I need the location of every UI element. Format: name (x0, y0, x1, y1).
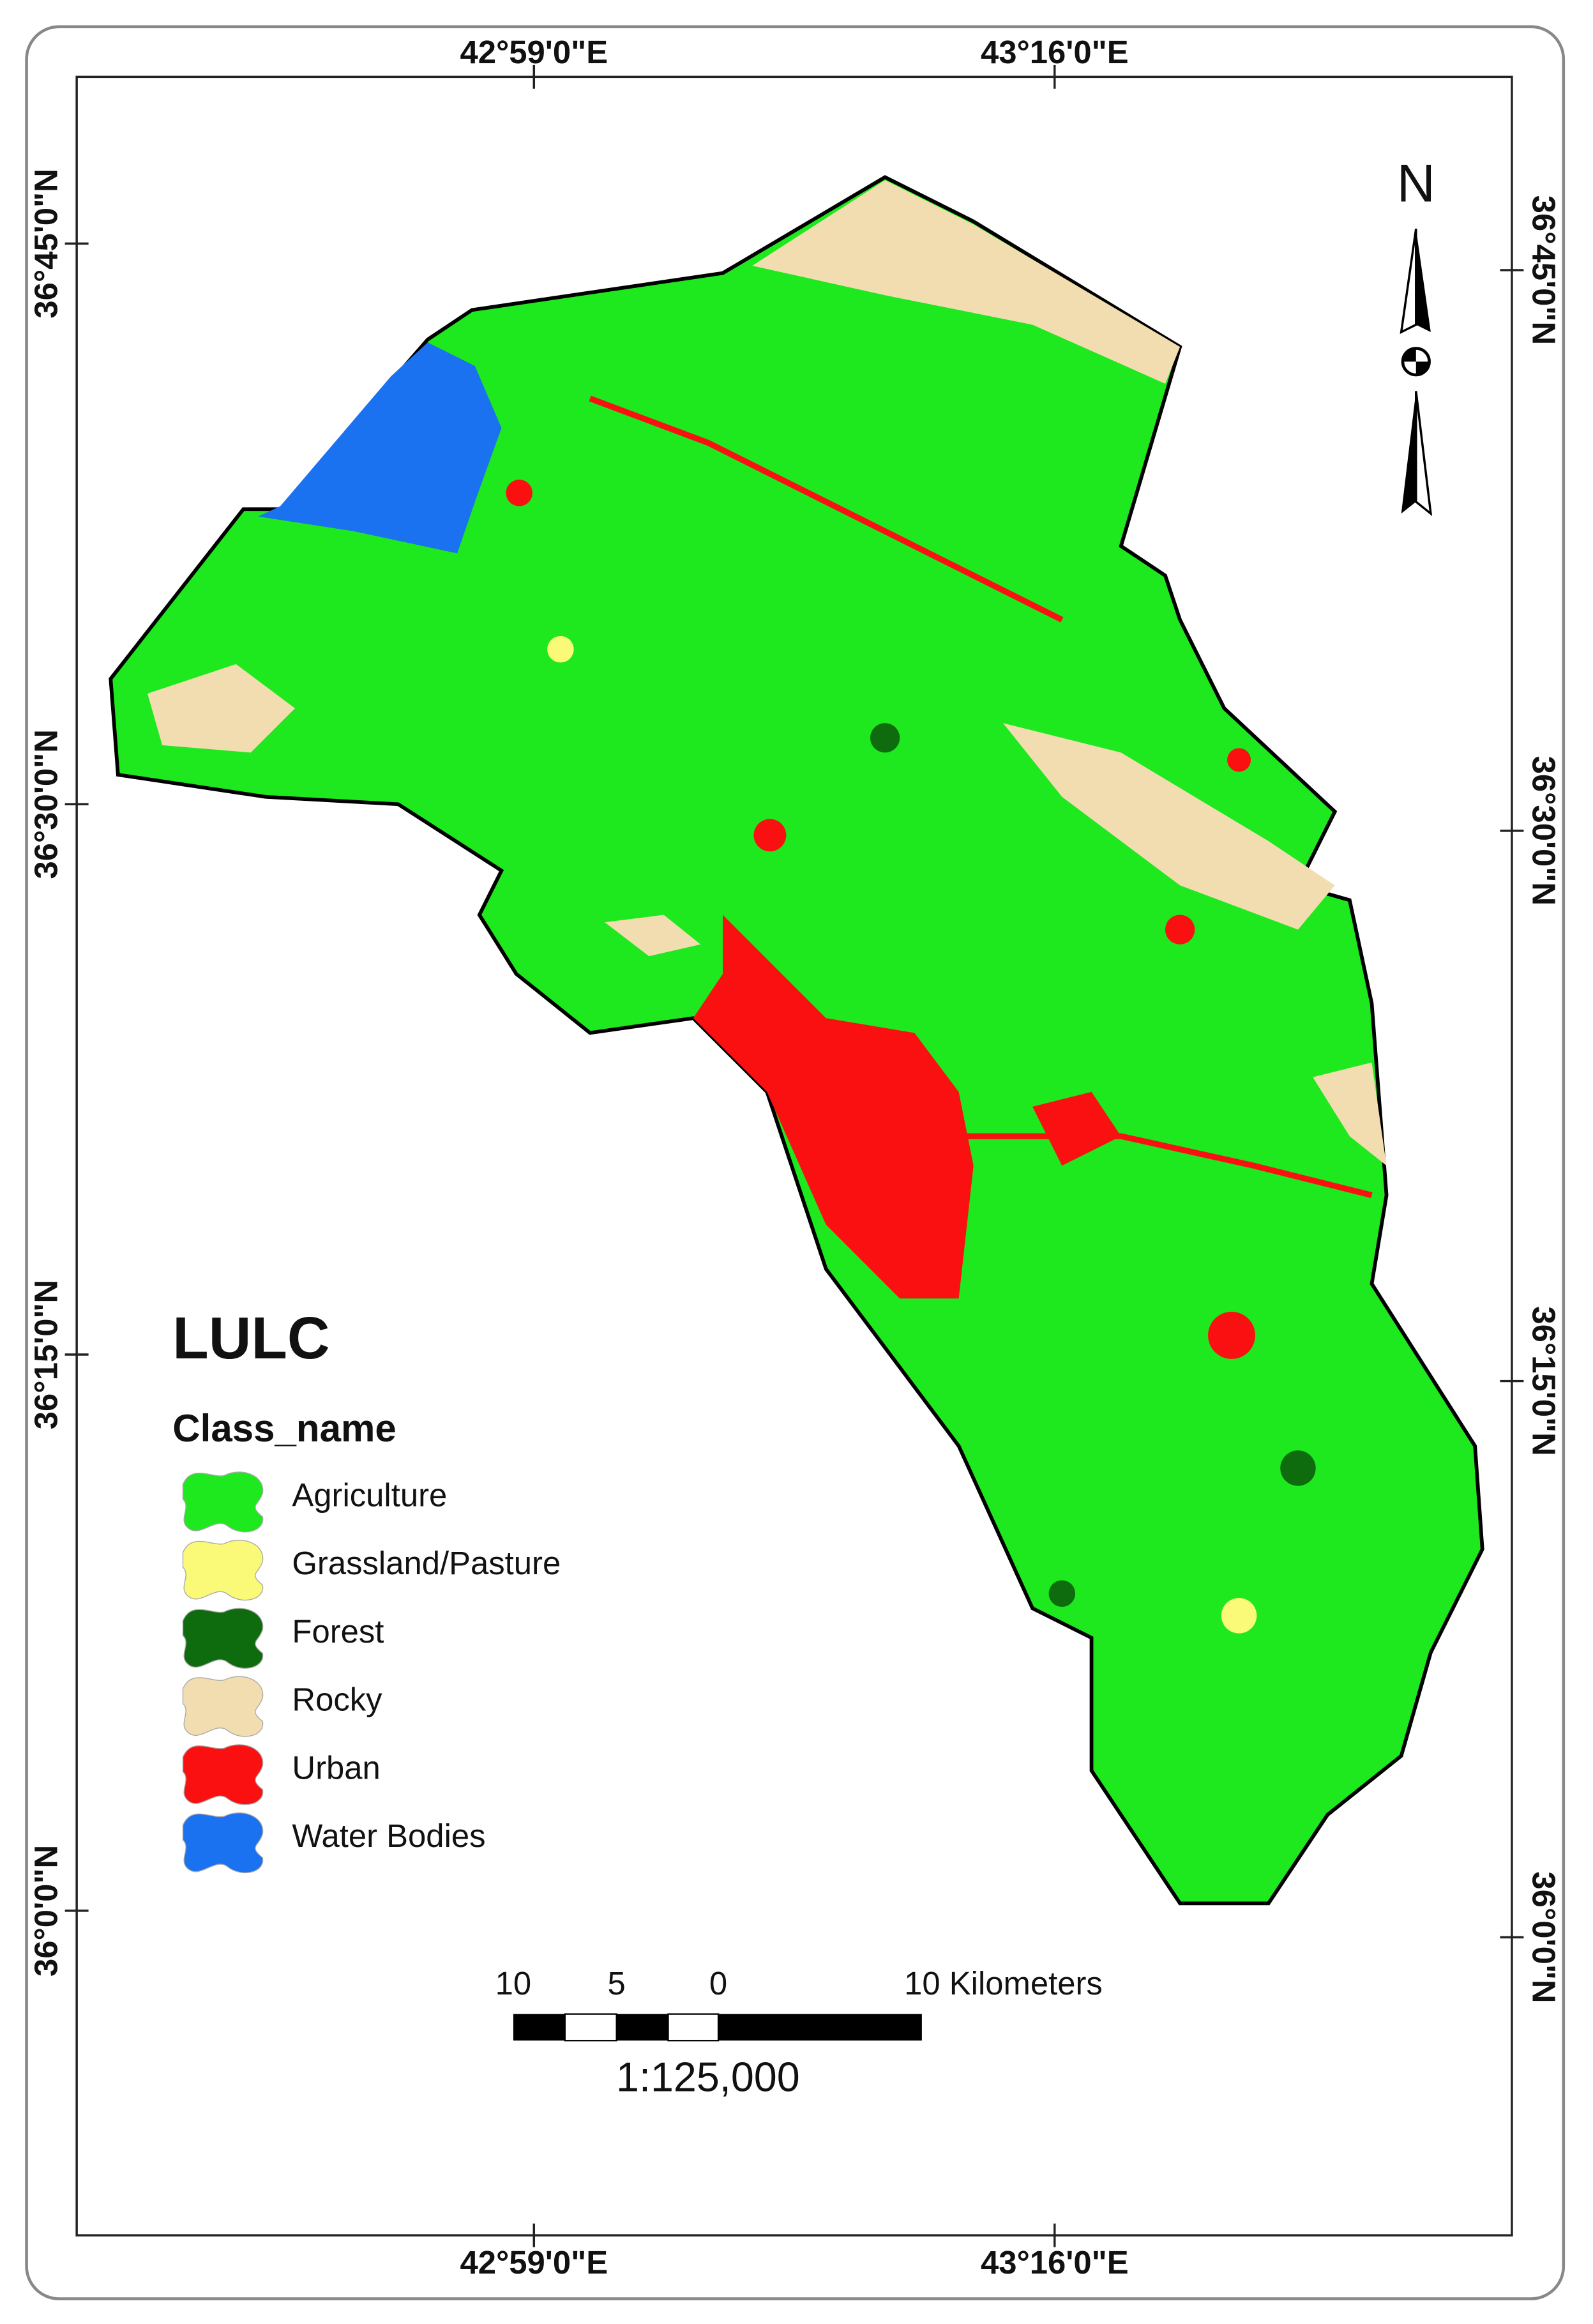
legend-swatch (182, 1744, 264, 1805)
lon-label: 42°59'0"E (460, 2244, 608, 2281)
lat-label: 36°30'0"N (1526, 756, 1562, 906)
rocky-patch (147, 664, 296, 753)
lat-label: 36°45'0"N (1526, 195, 1562, 346)
lat-label: 36°0'0"N (28, 1845, 64, 1977)
urban-patch (1032, 1091, 1121, 1166)
scale-ratio: 1:125,000 (616, 2054, 800, 2100)
scale-label: 10 (495, 1965, 532, 2001)
legend-swatch (182, 1540, 264, 1601)
urban-patch (693, 915, 974, 1299)
legend: LULC Class_name Agriculture Grassland/Pas… (172, 1305, 561, 1874)
lat-label: 36°45'0"N (28, 169, 64, 319)
legend-label: Agriculture (292, 1477, 447, 1513)
legend-title: LULC (172, 1305, 329, 1371)
legend-swatch (182, 1676, 264, 1737)
water-patch (258, 342, 502, 554)
legend-swatch (182, 1607, 264, 1669)
rocky-patch (752, 180, 1181, 384)
scale-segment (667, 2013, 720, 2042)
legend-swatch (182, 1471, 264, 1533)
grassland-patch (1221, 1598, 1257, 1634)
rocky-patch (605, 915, 701, 957)
legend-label: Grassland/Pasture (292, 1545, 561, 1581)
lon-label: 43°16'0"E (981, 2244, 1129, 2281)
scale-bar: 10 5 0 10 Kilometers 1:125,000 (495, 1965, 1103, 2100)
rocky-patch (1002, 723, 1335, 930)
scale-segment (564, 2013, 617, 2042)
urban-strip (589, 395, 1064, 623)
arrow-part (1402, 348, 1430, 376)
legend-subtitle: Class_name (172, 1407, 396, 1450)
lat-label: 36°30'0"N (28, 729, 64, 879)
urban-patch (1165, 915, 1195, 945)
forest-patch (870, 723, 900, 753)
north-arrow: N (1397, 154, 1435, 517)
graticule-ticks (64, 65, 1524, 2247)
legend-label: Water Bodies (292, 1818, 485, 1854)
lat-label: 36°0'0"N (1526, 1871, 1562, 2003)
urban-patch (1208, 1311, 1255, 1359)
scale-segment (513, 2014, 565, 2041)
forest-patch (1280, 1450, 1316, 1486)
urban-patch (1227, 748, 1251, 772)
scale-label: 10 Kilometers (904, 1965, 1103, 2001)
lon-label: 43°16'0"E (981, 34, 1129, 70)
scale-segment (616, 2014, 668, 2041)
lon-label: 42°59'0"E (460, 34, 608, 70)
arrow-part (1401, 391, 1416, 514)
legend-label: Urban (292, 1749, 380, 1786)
forest-patch (1048, 1580, 1076, 1607)
lat-label: 36°15'0"N (1526, 1306, 1562, 1456)
urban-patch (506, 480, 532, 506)
north-label: N (1397, 154, 1435, 213)
legend-label: Forest (292, 1613, 384, 1650)
scale-segment (718, 2014, 922, 2041)
grassland-patch (547, 635, 574, 663)
region (109, 175, 1484, 1906)
rocky-patch (1313, 1062, 1387, 1166)
legend-label: Rocky (292, 1682, 382, 1718)
urban-patch (753, 819, 787, 852)
arrow-part (1400, 229, 1417, 335)
urban-strip (958, 1133, 1373, 1198)
scale-label: 5 (608, 1965, 626, 2001)
legend-swatch (182, 1812, 264, 1874)
scale-label: 0 (709, 1965, 727, 2001)
lat-label: 36°15'0"N (28, 1280, 64, 1430)
